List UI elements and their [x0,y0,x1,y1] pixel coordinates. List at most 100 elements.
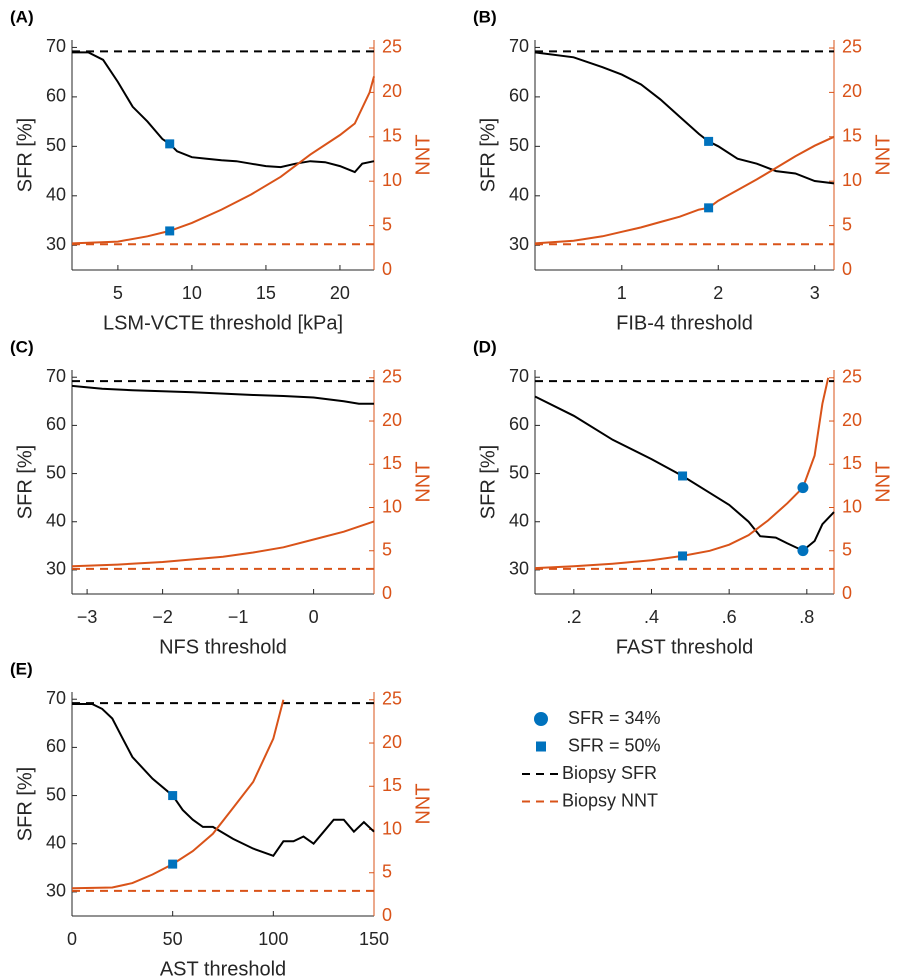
legend-label: SFR = 50% [568,735,661,755]
y2-tick-label: 5 [842,214,852,234]
y2-tick-label: 0 [382,583,392,603]
y2-axis-label: NNT [412,783,434,824]
y2-tick-label: 5 [382,214,392,234]
y2-axis-label: NNT [872,134,894,175]
marker [704,203,714,213]
y-tick-label: 40 [46,832,66,852]
data-line [72,51,375,174]
x-tick-label: 20 [330,283,350,303]
x-tick-label: 2 [713,283,723,303]
y-tick-label: 60 [509,414,529,434]
marker [168,791,178,801]
y-tick-label: 40 [509,185,529,205]
x-axis-label: AST threshold [160,958,286,980]
data-line [71,520,375,568]
x-tick-label: .2 [566,607,581,627]
marker [797,545,809,557]
y-tick-label: 50 [509,135,529,155]
y-tick-label: 30 [509,559,529,579]
y2-axis-label: NNT [872,461,894,502]
marker [165,139,175,149]
y2-tick-label: 15 [842,453,862,473]
panel-label: (C) [10,337,34,356]
x-tick-label: 0 [309,607,319,627]
y2-tick-label: 5 [382,540,392,560]
y-tick-label: 50 [46,784,66,804]
panel-label: (A) [10,7,34,26]
y-axis-label: SFR [%] [14,767,36,841]
y-tick-label: 60 [46,414,66,434]
y2-tick-label: 0 [382,905,392,925]
data-line [534,377,830,570]
y-tick-label: 70 [46,36,66,56]
y-axis-label: SFR [%] [14,118,36,192]
y2-tick-label: 20 [842,410,862,430]
x-tick-label: .8 [799,607,814,627]
y2-tick-label: 15 [382,126,402,146]
y-axis-label: SFR [%] [14,445,36,519]
y-tick-label: 50 [46,135,66,155]
y2-tick-label: 5 [842,540,852,560]
y-tick-label: 70 [509,36,529,56]
legend-label: Biopsy SFR [562,763,657,783]
data-line [534,395,835,552]
y-tick-label: 50 [509,462,529,482]
x-tick-label: 0 [67,929,77,949]
y2-tick-label: 0 [842,259,852,279]
y-tick-label: 30 [46,559,66,579]
y-tick-label: 30 [46,881,66,901]
legend-label: SFR = 34% [568,708,661,728]
panel-label: (E) [10,659,33,678]
data-line [72,703,375,857]
y2-tick-label: 10 [382,170,402,190]
x-tick-label: .4 [644,607,659,627]
y2-axis-label: NNT [412,134,434,175]
x-axis-label: FAST threshold [616,636,753,658]
y2-tick-label: 20 [382,410,402,430]
panel-label: (D) [473,337,497,356]
y2-tick-label: 20 [382,732,402,752]
y-tick-label: 70 [509,366,529,386]
y2-tick-label: 25 [382,367,402,387]
x-tick-label: −2 [152,607,173,627]
data-line [71,76,375,245]
x-tick-label: 15 [256,283,276,303]
y2-tick-label: 25 [382,37,402,57]
y-tick-label: 50 [46,462,66,482]
x-tick-label: 5 [113,283,123,303]
x-tick-label: −3 [77,607,98,627]
x-tick-label: 3 [810,283,820,303]
data-line [534,51,835,185]
y2-tick-label: 10 [382,818,402,838]
y-tick-label: 60 [46,86,66,106]
marker [168,859,178,869]
marker [797,482,809,494]
x-tick-label: .6 [722,607,737,627]
y2-tick-label: 25 [842,367,862,387]
y-axis-label: SFR [%] [477,118,499,192]
x-tick-label: 50 [163,929,183,949]
y2-tick-label: 0 [842,583,852,603]
y2-tick-label: 25 [382,689,402,709]
y-tick-label: 30 [46,234,66,254]
panel-label: (B) [473,7,497,26]
y2-tick-label: 25 [842,37,862,57]
marker [704,136,714,146]
legend-swatch [534,712,548,726]
data-line [71,699,285,890]
y-tick-label: 70 [46,366,66,386]
legend-swatch [536,741,546,752]
y2-tick-label: 5 [382,862,392,882]
y2-tick-label: 0 [382,259,392,279]
marker [678,551,688,561]
y-axis-label: SFR [%] [477,445,499,519]
y2-tick-label: 15 [382,453,402,473]
x-tick-label: 10 [182,283,202,303]
y-tick-label: 40 [509,510,529,530]
marker [165,226,175,236]
x-tick-label: 150 [359,929,389,949]
legend-label: Biopsy NNT [562,790,658,810]
x-axis-label: FIB-4 threshold [616,312,753,334]
x-tick-label: 1 [617,283,627,303]
